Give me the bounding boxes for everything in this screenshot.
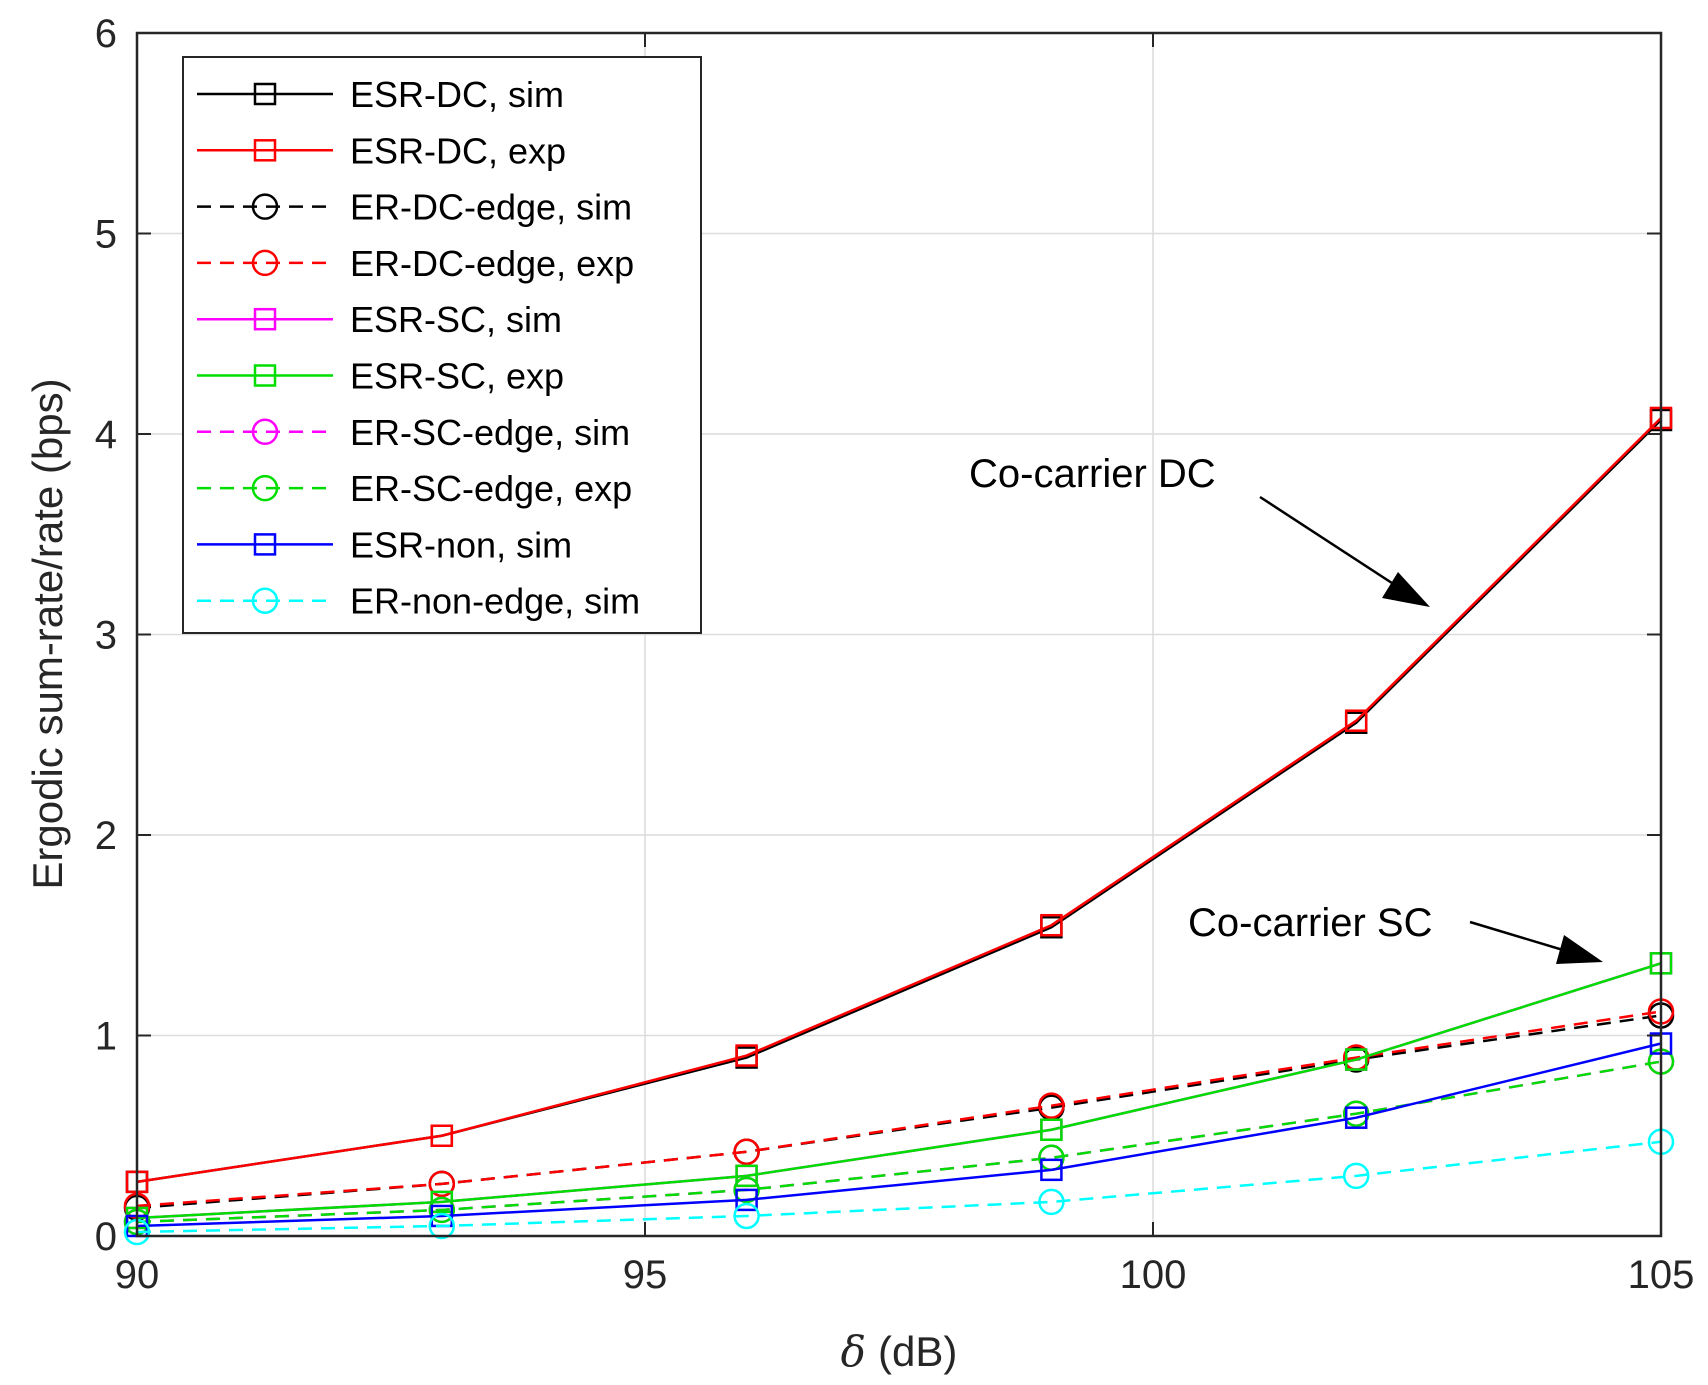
data-point <box>1342 1162 1370 1190</box>
data-point <box>428 1212 456 1240</box>
series-line-esr-sc-exp <box>136 962 1662 1220</box>
y-tick-label: 6 <box>95 12 117 56</box>
data-point <box>735 1044 758 1067</box>
data-point <box>1344 709 1368 732</box>
series-line-er-non-edge-sim <box>136 1140 1662 1234</box>
annotation-dc-arrowhead <box>1382 572 1430 607</box>
annotation-dc-label: Co-carrier DC <box>969 452 1216 496</box>
data-point <box>428 1170 456 1198</box>
y-tick-label: 1 <box>95 1015 117 1059</box>
legend-label: ER-DC-edge, exp <box>350 243 634 284</box>
annotation-sc-arrow-line <box>1469 920 1574 955</box>
x-tick-label: 90 <box>115 1253 160 1297</box>
annotation-dc-arrow-line <box>1259 495 1399 589</box>
data-point <box>735 1164 758 1188</box>
annotations: Co-carrier DC Co-carrier SC <box>969 452 1603 964</box>
legend-label: ESR-non, sim <box>350 524 572 565</box>
legend-label: ESR-DC, exp <box>350 130 566 171</box>
legend-entry-er-dc-edge-sim: ER-DC-edge, sim <box>197 187 632 228</box>
legend-marker <box>251 418 279 446</box>
legend-box <box>182 56 702 634</box>
legend-marker <box>253 533 277 556</box>
x-tick-label: 95 <box>623 1253 668 1297</box>
data-point <box>735 1188 758 1212</box>
legend-marker <box>251 193 279 220</box>
legend-entry-er-non-edge-sim: ER-non-edge, sim <box>197 581 640 622</box>
legend-entry-esr-dc-sim: ESR-DC, sim <box>197 74 564 115</box>
legend-entry-er-sc-edge-sim: ER-SC-edge, sim <box>197 412 630 453</box>
legend-entry-er-sc-edge-exp: ER-SC-edge, exp <box>197 468 632 509</box>
legend: ESR-DC, sim ESR-DC, exp ER-DC-edge, sim ER-… <box>182 56 702 634</box>
data-point <box>1040 913 1063 937</box>
y-axis-label: Ergodic sum-rate/rate (bps) <box>24 378 71 889</box>
data-point <box>428 1196 456 1224</box>
axis-ticks: 90 95 100 105 0 1 2 3 4 5 6 <box>95 12 1695 1297</box>
x-axis-unit: (dB) <box>878 1328 957 1375</box>
x-tick-label: 100 <box>1120 1253 1187 1297</box>
data-point <box>1040 1118 1063 1141</box>
y-tick-label: 0 <box>95 1215 117 1259</box>
x-axis-label: δ (dB) <box>841 1327 958 1376</box>
legend-label: ESR-SC, exp <box>350 356 564 397</box>
data-point <box>1038 1092 1065 1119</box>
legend-label: ER-non-edge, sim <box>350 581 640 622</box>
legend-marker <box>251 587 279 614</box>
legend-label: ER-SC-edge, sim <box>350 412 630 453</box>
data-point <box>1038 1188 1065 1216</box>
annotation-sc-arrowhead <box>1556 935 1603 964</box>
series-esr-dc-exp <box>125 406 1673 1194</box>
legend-marker <box>253 364 277 387</box>
data-point <box>1344 1048 1368 1071</box>
legend-label: ESR-DC, sim <box>350 74 564 115</box>
legend-entry-er-dc-edge-exp: ER-DC-edge, exp <box>197 243 634 284</box>
legend-marker <box>251 249 279 277</box>
x-axis-symbol: δ <box>841 1327 866 1376</box>
series-line-er-dc-edge-exp <box>136 1010 1662 1208</box>
legend-label: ESR-SC, sim <box>350 299 562 340</box>
x-tick-label: 105 <box>1628 1253 1695 1297</box>
y-tick-label: 5 <box>95 213 117 257</box>
data-point <box>733 1202 760 1230</box>
legend-label: ER-SC-edge, exp <box>350 468 632 509</box>
y-tick-label: 3 <box>95 614 117 658</box>
data-point <box>1040 1158 1063 1182</box>
data-point <box>1344 1106 1368 1129</box>
data-point <box>733 1176 760 1204</box>
legend-entry-esr-dc-exp: ESR-DC, exp <box>197 130 566 171</box>
legend-entry-esr-non-sim: ESR-non, sim <box>197 524 572 565</box>
series-er-non-edge-sim <box>123 1128 1675 1246</box>
legend-marker <box>251 474 279 502</box>
y-tick-label: 2 <box>95 814 117 858</box>
annotation-sc-label: Co-carrier SC <box>1188 901 1432 945</box>
legend-marker <box>253 307 277 331</box>
legend-marker <box>253 139 277 162</box>
legend-marker <box>253 82 277 106</box>
legend-label: ER-DC-edge, sim <box>350 187 632 228</box>
legend-entry-esr-sc-sim: ESR-SC, sim <box>197 299 562 340</box>
data-point <box>430 1124 454 1147</box>
data-point <box>733 1138 760 1166</box>
y-tick-label: 4 <box>95 413 117 457</box>
legend-entry-esr-sc-exp: ESR-SC, exp <box>197 356 564 397</box>
series-line-esr-non-sim <box>136 1042 1662 1228</box>
series-line-esr-dc-exp <box>136 417 1662 1184</box>
